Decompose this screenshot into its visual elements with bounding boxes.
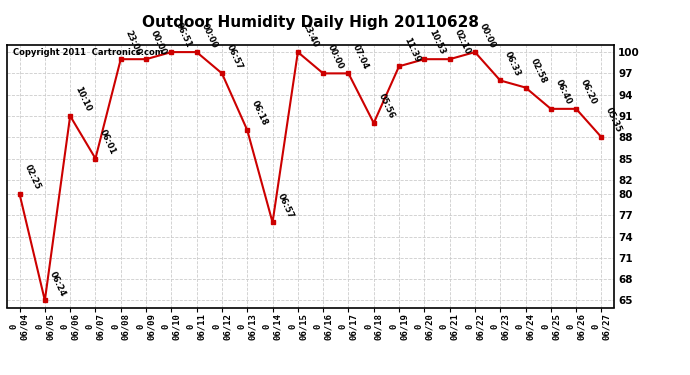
Text: 06:57: 06:57 [225, 43, 244, 70]
Text: 06:33: 06:33 [503, 50, 522, 78]
Text: 02:58: 02:58 [529, 57, 548, 85]
Text: 00:00: 00:00 [149, 29, 168, 56]
Text: 02:10: 02:10 [453, 28, 472, 56]
Text: 06:40: 06:40 [553, 78, 573, 106]
Text: 06:20: 06:20 [579, 78, 598, 106]
Text: 06:01: 06:01 [98, 128, 117, 156]
Text: 00:00: 00:00 [199, 22, 219, 50]
Text: 02:25: 02:25 [22, 163, 42, 191]
Text: 06:24: 06:24 [48, 270, 67, 298]
Text: 10:53: 10:53 [427, 28, 446, 56]
Text: 06:57: 06:57 [275, 192, 295, 220]
Text: 00:00: 00:00 [477, 22, 497, 50]
Text: 00:00: 00:00 [326, 43, 345, 70]
Text: 07:04: 07:04 [351, 43, 371, 70]
Text: 05:35: 05:35 [604, 106, 624, 135]
Text: 06:51: 06:51 [174, 21, 194, 50]
Text: 23:00: 23:00 [124, 28, 143, 56]
Text: 23:40: 23:40 [301, 21, 320, 50]
Text: Outdoor Humidity Daily High 20110628: Outdoor Humidity Daily High 20110628 [142, 15, 479, 30]
Text: 05:56: 05:56 [377, 92, 396, 120]
Text: Copyright 2011  Cartronics.com: Copyright 2011 Cartronics.com [13, 48, 164, 57]
Text: 11:39: 11:39 [402, 36, 421, 63]
Text: 10:10: 10:10 [73, 85, 92, 113]
Text: 06:18: 06:18 [250, 99, 269, 128]
